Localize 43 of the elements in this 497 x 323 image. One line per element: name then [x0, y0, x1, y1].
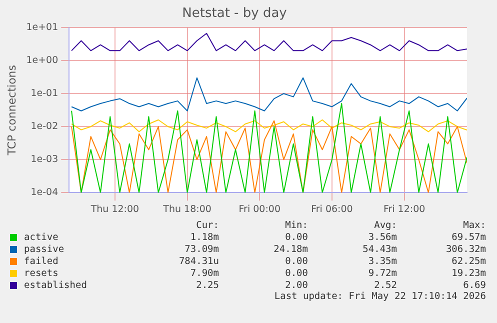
text: Avg: [373, 220, 397, 230]
text: 3.35m [367, 256, 397, 266]
y-axis-title: TCP connections [5, 64, 18, 156]
legend-label: passive [23, 244, 66, 254]
text: 62.25m [450, 256, 486, 266]
x-tick-label: Fri 12:00 [383, 204, 426, 215]
text: 0.00 [284, 268, 308, 278]
legend-label: failed [23, 256, 60, 266]
text: 784.31u [178, 256, 219, 266]
chart-title: Netstat - by day [182, 6, 288, 22]
x-tick-label: Fri 00:00 [238, 204, 280, 215]
text: 0.00 [284, 232, 308, 242]
y-tick-label: 1e-01 [30, 88, 58, 100]
y-tick-label: 1e+01 [26, 22, 58, 34]
text: 69.57m [450, 232, 486, 242]
text: 2.25 [195, 280, 219, 290]
y-tick-label: 1e-04 [30, 187, 58, 198]
legend-label: active [23, 232, 60, 242]
y-tick-label: 1e-02 [30, 121, 58, 132]
x-tick-label: Thu 12:00 [90, 204, 140, 215]
x-tick-label: Thu 18:00 [162, 204, 212, 215]
text: 54.43m [362, 244, 397, 254]
text: 6.69 [462, 280, 486, 290]
text: 73.09m [184, 244, 219, 254]
text: Max: [462, 220, 486, 230]
text: 9.72m [367, 268, 397, 278]
x-tick-label: Fri 06:00 [311, 204, 353, 215]
legend-label: established [23, 280, 88, 290]
y-tick-label: 1e-03 [30, 154, 58, 166]
text: 2.00 [284, 280, 308, 290]
text: 0.00 [284, 256, 308, 266]
text: 306.32m [444, 244, 486, 254]
text: 1.18m [189, 232, 219, 242]
y-tick-label: 1e+00 [26, 55, 58, 66]
text: 2.52 [373, 280, 397, 290]
legend-label: resets [23, 268, 60, 278]
text: 19.23m [450, 268, 486, 278]
text: Min: [284, 220, 308, 230]
text: 7.90m [189, 268, 219, 278]
text: 24.18m [272, 244, 308, 254]
text: Cur: [195, 220, 219, 230]
text: 3.56m [367, 232, 397, 242]
text: Last update: Fri May 22 17:10:14 2026 [273, 291, 486, 303]
